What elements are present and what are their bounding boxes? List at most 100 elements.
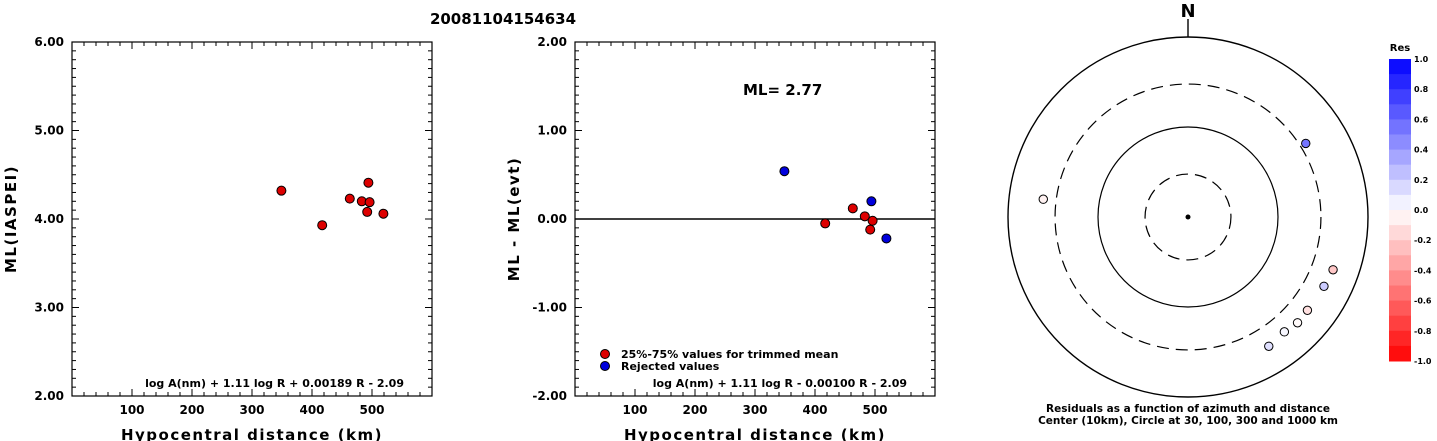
y-axis-label: ML - ML(evt) [505, 157, 523, 281]
data-point [344, 193, 355, 204]
colorbar-title: Res [1390, 43, 1410, 54]
y-tick-label: 0.00 [537, 212, 567, 226]
colorbar-segment [1389, 59, 1411, 75]
colorbar-label: 0.8 [1414, 85, 1429, 94]
x-tick-label: 300 [239, 403, 264, 417]
data-point [363, 177, 374, 188]
legend-marker [600, 361, 610, 371]
residual-point [1319, 281, 1329, 291]
x-tick-label: 500 [359, 403, 384, 417]
panel-residual-vs-distance: 100 200 300 400 500 -2.00 -1.00 0.00 1.00 2.00 Hyp… [505, 35, 936, 441]
colorbar-label: 0.2 [1414, 176, 1428, 185]
y-tick-label: -1.00 [532, 301, 567, 315]
x-tick-label: 500 [862, 403, 887, 417]
colorbar-label: 0.0 [1414, 206, 1429, 215]
distance-ring [1054, 83, 1322, 351]
colorbar-segment [1389, 119, 1411, 135]
residual-colorbar: Res 1.0 0.8 0.6 0.4 0.2 0.0 -0.2 -0.4 -0.6 -0.8 -1.… [1389, 43, 1432, 366]
data-point [859, 211, 870, 222]
colorbar-label: 0.6 [1414, 115, 1429, 124]
residual-point [1264, 341, 1274, 351]
colorbar-segment [1389, 194, 1411, 211]
x-tick-label: 200 [682, 403, 707, 417]
center-dot [1185, 214, 1191, 220]
data-point [881, 233, 892, 244]
data-point [317, 220, 328, 231]
colorbar-label: -1.0 [1414, 357, 1432, 366]
colorbar-label: -0.6 [1414, 297, 1432, 306]
x-tick-label: 400 [299, 403, 324, 417]
plot-frame [71, 41, 433, 397]
x-tick-label: 100 [622, 403, 647, 417]
x-tick-label: 200 [179, 403, 204, 417]
y-tick-label: 6.00 [34, 35, 64, 49]
residual-point [1328, 265, 1338, 275]
residual-point [1292, 318, 1303, 328]
data-point [276, 185, 287, 196]
residual-point [1302, 305, 1313, 316]
colorbar-segment [1389, 164, 1411, 181]
distance-ring [1144, 173, 1232, 261]
colorbar-segment [1389, 225, 1411, 241]
x-axis-label: Hypocentral distance (km) [624, 426, 886, 441]
colorbar-segment [1389, 345, 1411, 362]
y-tick-label: 1.00 [537, 124, 567, 138]
y-tick-label: -2.00 [532, 389, 567, 403]
x-axis-label: Hypocentral distance (km) [121, 426, 383, 441]
x-tick-label: 300 [742, 403, 767, 417]
legend-label: 25%-75% values for trimmed mean [621, 348, 838, 361]
data-point [865, 224, 876, 235]
y-tick-label: 2.00 [34, 389, 64, 403]
colorbar-segment [1389, 270, 1411, 286]
caption-line-1: Residuals as a function of azimuth and d… [1046, 403, 1330, 415]
x-tick-label: 100 [119, 403, 144, 417]
formula: log A(nm) + 1.11 log R + 0.00189 R - 2.0… [145, 377, 404, 390]
y-axis-label: ML(IASPEI) [2, 165, 20, 273]
colorbar-label: -0.4 [1414, 266, 1432, 275]
data-point [866, 196, 877, 207]
y-tick-label: 4.00 [34, 212, 64, 226]
colorbar-segment [1389, 300, 1411, 317]
data-point [820, 218, 831, 229]
colorbar-segment [1389, 315, 1411, 332]
legend-label: Rejected values [621, 360, 720, 373]
residual-point [1301, 138, 1311, 149]
data-point [867, 215, 878, 226]
data-point [779, 166, 790, 177]
colorbar-segment [1389, 179, 1411, 196]
colorbar-segment [1389, 255, 1411, 271]
colorbar-segment [1389, 210, 1411, 226]
north-label: N [1180, 1, 1195, 22]
y-tick-label: 2.00 [537, 35, 567, 49]
colorbar-label: -0.2 [1414, 236, 1432, 245]
y-tick-label: 5.00 [34, 124, 64, 138]
colorbar-label: 0.4 [1414, 146, 1429, 155]
panel-polar-residuals: N Residuals as a function of azimuth and … [1007, 1, 1369, 427]
colorbar-segment [1389, 240, 1411, 256]
data-point [364, 197, 375, 208]
formula: log A(nm) + 1.11 log R - 0.00100 R - 2.0… [653, 377, 907, 390]
data-point [378, 208, 389, 219]
colorbar-segment [1389, 149, 1411, 166]
colorbar-segment [1389, 134, 1411, 151]
colorbar-segment [1389, 89, 1411, 105]
colorbar-segment [1389, 74, 1411, 90]
residual-point [1038, 194, 1048, 204]
colorbar-segment [1389, 104, 1411, 120]
x-tick-label: 400 [802, 403, 827, 417]
colorbar-label: 1.0 [1414, 55, 1429, 64]
main-title: 20081104154634 [430, 10, 576, 28]
ml-annotation: ML= 2.77 [743, 81, 822, 99]
panel-ml-vs-distance: 100 200 300 400 500 2.00 3.00 4.00 5.00 6.00 Hypoc… [2, 35, 433, 441]
y-tick-label: 3.00 [34, 301, 64, 315]
colorbar-segment [1389, 285, 1411, 302]
data-point [362, 206, 373, 217]
colorbar-segment [1389, 330, 1411, 347]
residual-point [1279, 327, 1290, 337]
data-point [847, 203, 858, 214]
colorbar-label: -0.8 [1414, 327, 1432, 336]
caption-line-2: Center (10km), Circle at 30, 100, 300 an… [1038, 415, 1338, 427]
legend-marker [600, 349, 610, 359]
distance-ring [1097, 126, 1279, 308]
